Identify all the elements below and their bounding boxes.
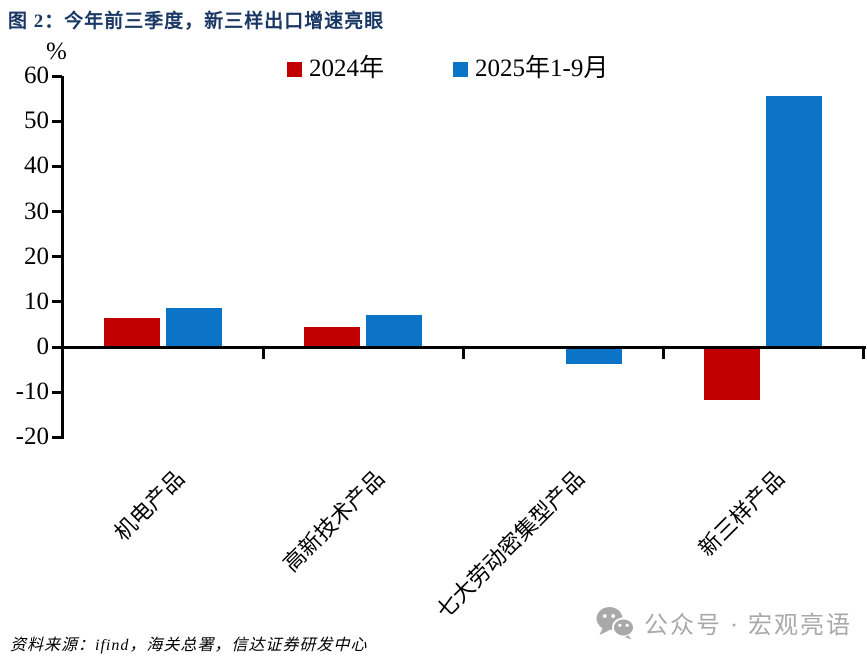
legend-swatch-0	[287, 61, 302, 77]
x-axis-category-label: 机电产品	[109, 465, 190, 546]
legend-swatch-1	[453, 61, 468, 77]
y-axis-tick-label: 50	[24, 107, 49, 135]
x-axis-category-label: 七大劳动密集型产品	[431, 465, 590, 624]
y-axis-tick-label: -20	[15, 423, 49, 451]
y-axis-tick	[52, 164, 62, 168]
source-note: 资料来源：ifind，海关总署，信达证券研发中心	[10, 637, 368, 654]
y-axis-tick-label: 60	[24, 62, 49, 89]
y-axis-tick	[52, 345, 62, 349]
bar-2024年-机电产品	[104, 317, 160, 346]
chart-title: 图 2：今年前三季度，新三样出口增速亮眼	[8, 11, 385, 32]
x-axis-tick	[461, 346, 465, 359]
bar-2025年1-9月-七大劳动密集型产品	[565, 349, 622, 364]
bar-2025年1-9月-新三样产品	[765, 95, 822, 346]
x-axis-tick	[661, 346, 665, 359]
bar-2025年1-9月-高新技术产品	[365, 315, 422, 346]
legend-label-0: 2024年	[309, 55, 385, 82]
y-axis-tick-label: 20	[24, 242, 49, 270]
y-axis-tick	[52, 300, 62, 304]
legend-item-0: 2024年	[287, 56, 384, 82]
y-axis-tick-label: 0	[36, 333, 50, 360]
bar-2025年1-9月-机电产品	[165, 308, 222, 346]
x-axis-tick	[261, 346, 265, 359]
y-axis-line	[61, 76, 64, 440]
watermark: 公众号 · 宏观亮语	[596, 605, 852, 640]
x-axis-category-label: 新三样产品	[693, 465, 790, 562]
bar-2024年-高新技术产品	[304, 327, 360, 346]
x-axis-line	[52, 346, 866, 349]
y-axis-tick-label: -10	[15, 378, 49, 406]
x-axis-tick	[861, 346, 865, 359]
legend-item-1: 2025年1-9月	[453, 56, 608, 82]
y-axis-tick-label: 10	[24, 287, 49, 315]
y-axis-tick	[52, 210, 62, 213]
y-axis-tick	[52, 74, 62, 78]
x-axis-category-label: 高新技术产品	[278, 465, 390, 577]
y-axis-tick-label: 40	[24, 152, 49, 180]
y-axis-tick	[52, 255, 62, 259]
legend-label-1: 2025年1-9月	[475, 55, 609, 82]
watermark-text: 公众号 · 宏观亮语	[644, 613, 852, 639]
y-axis-tick	[52, 119, 62, 123]
wechat-icon	[596, 606, 634, 639]
bar-2024年-新三样产品	[704, 349, 760, 400]
y-axis-unit-label: %	[46, 38, 67, 65]
y-axis-tick	[52, 435, 62, 439]
y-axis-tick-label: 30	[24, 197, 49, 225]
y-axis-tick	[52, 390, 62, 394]
